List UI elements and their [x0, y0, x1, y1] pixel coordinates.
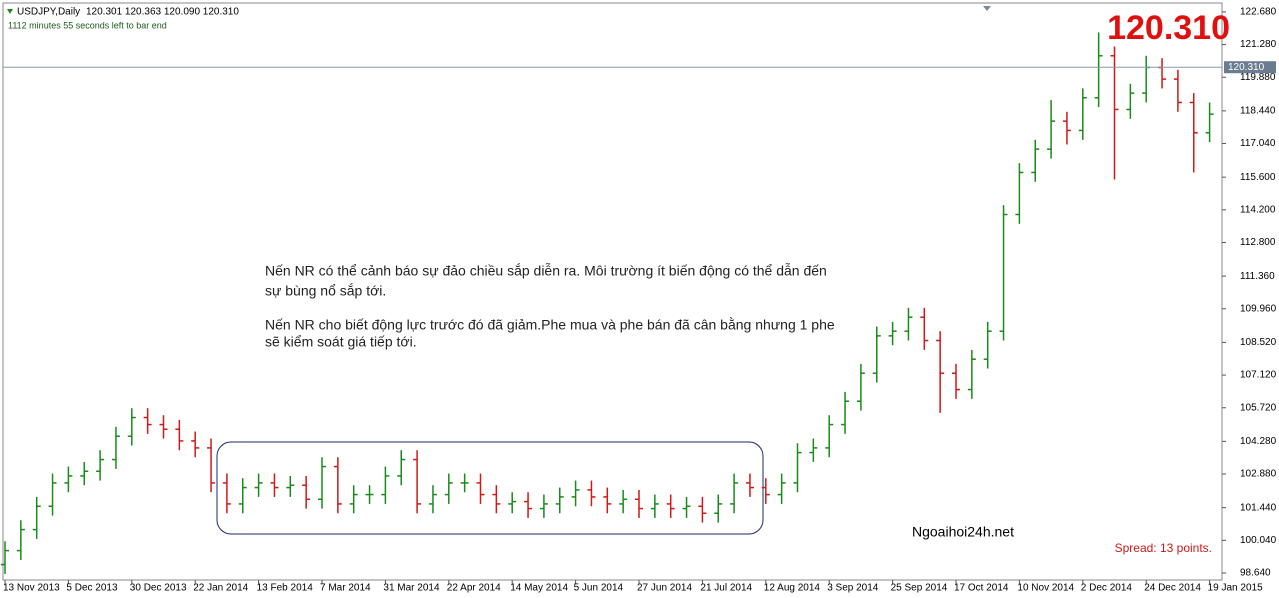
x-tick-label: 21 Jul 2014 [700, 583, 752, 594]
x-tick-label: 17 Oct 2014 [954, 583, 1009, 594]
y-tick-label: 115.600 [1240, 172, 1276, 183]
x-tick-label: 2 Dec 2014 [1081, 583, 1133, 594]
y-tick-label: 107.120 [1240, 370, 1277, 381]
x-tick-label: 3 Sep 2014 [827, 583, 879, 594]
x-tick-label: 27 Jun 2014 [637, 583, 692, 594]
y-tick-label: 101.440 [1240, 502, 1277, 513]
y-tick-label: 118.440 [1240, 106, 1276, 117]
y-tick-label: 100.040 [1240, 535, 1277, 546]
quote: 120.301 120.363 120.090 120.310 [86, 7, 239, 18]
x-tick-label: 30 Dec 2013 [130, 583, 187, 594]
plot-frame [2, 2, 1223, 581]
y-tick-label: 111.360 [1240, 271, 1275, 282]
y-tick-label: 122.680 [1240, 7, 1277, 18]
x-tick-label: 5 Dec 2013 [66, 583, 118, 594]
x-tick-label: 22 Apr 2014 [447, 583, 501, 594]
x-tick-label: 7 Mar 2014 [320, 583, 371, 594]
y-tick-label: 119.880 [1240, 72, 1276, 83]
x-tick-label: 13 Feb 2014 [257, 583, 314, 594]
y-tick-label: 98.640 [1240, 568, 1271, 579]
y-tick-label: 102.880 [1240, 469, 1277, 480]
price-box [1224, 61, 1276, 74]
y-tick-label: 108.520 [1240, 337, 1277, 348]
x-tick-label: 19 Jan 2015 [1208, 583, 1263, 594]
y-tick-label: 117.040 [1240, 138, 1276, 149]
x-tick-label: 13 Nov 2013 [3, 583, 60, 594]
symbol-icon [7, 9, 13, 14]
shift-marker [983, 6, 991, 11]
x-tick-label: 10 Nov 2014 [1017, 583, 1074, 594]
annotation: Nến NR cho biết động lực trước đó đã giả… [265, 317, 835, 333]
x-tick-label: 22 Jan 2014 [193, 583, 248, 594]
annotation: sự bùng nổ sắp tới. [265, 283, 386, 299]
y-tick-label: 121.280 [1240, 39, 1277, 50]
annotation: Nến NR có thể cảnh báo sự đảo chiều sắp … [265, 263, 827, 279]
spread: Spread: 13 points. [1115, 541, 1212, 555]
x-tick-label: 31 Mar 2014 [383, 583, 440, 594]
y-tick-label: 105.720 [1240, 402, 1277, 413]
timer: 1112 minutes 55 seconds left to bar end [8, 20, 167, 30]
y-tick-label: 109.960 [1240, 303, 1277, 314]
price-box-label: 120.310 [1228, 62, 1265, 73]
y-tick-label: 112.800 [1240, 237, 1276, 248]
annotation: sẽ kiểm soát giá tiếp tới. [265, 334, 417, 350]
x-tick-label: 24 Dec 2014 [1144, 583, 1201, 594]
symbol: USDJPY,Daily [17, 7, 80, 18]
x-tick-label: 5 Jun 2014 [574, 583, 624, 594]
y-tick-label: 114.200 [1240, 204, 1276, 215]
big-price: 120.310 [1107, 9, 1230, 47]
x-tick-label: 25 Sep 2014 [891, 583, 948, 594]
watermark: Ngoaihoi24h.net [912, 524, 1014, 540]
x-tick-label: 12 Aug 2014 [764, 583, 821, 594]
x-tick-label: 14 May 2014 [510, 583, 568, 594]
y-tick-label: 104.280 [1240, 436, 1277, 447]
